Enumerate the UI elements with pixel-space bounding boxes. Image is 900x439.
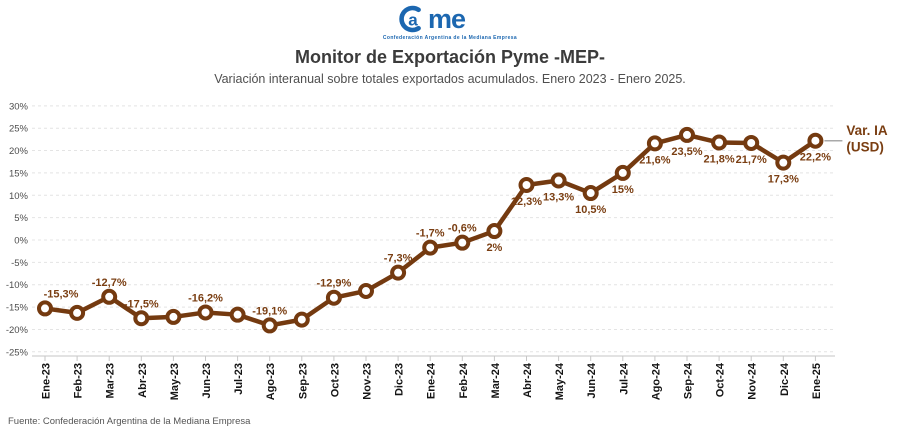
data-point xyxy=(229,306,246,323)
x-tick-label: Abr-24 xyxy=(522,362,534,398)
y-tick-label: -25% xyxy=(6,347,29,358)
data-point-label: -0,6% xyxy=(448,223,477,235)
data-point xyxy=(614,164,631,181)
x-tick-label: Feb-24 xyxy=(458,362,470,398)
y-tick-label: -10% xyxy=(6,280,29,291)
x-tick-label: Jun-24 xyxy=(586,362,598,398)
x-tick-label: May-24 xyxy=(554,362,566,400)
x-tick-label: Jul-24 xyxy=(618,362,630,395)
data-point xyxy=(775,154,792,171)
data-point xyxy=(518,176,535,193)
data-point-label: 15% xyxy=(612,184,634,196)
data-point xyxy=(711,134,728,151)
data-point-label: 2% xyxy=(486,242,502,254)
x-tick-label: Nov-24 xyxy=(747,362,759,400)
data-point-label: -16,2% xyxy=(188,292,223,304)
x-tick-label: Mar-24 xyxy=(490,362,502,398)
y-tick-label: 10% xyxy=(9,191,29,202)
data-point xyxy=(358,282,374,299)
data-point-label: -7,3% xyxy=(384,253,413,265)
data-point-label: 13,3% xyxy=(543,192,574,204)
x-tick-label: Ago-23 xyxy=(265,363,277,400)
x-tick-label: Dic-23 xyxy=(394,363,406,396)
data-point-label: -12,7% xyxy=(92,277,127,289)
series-legend-label: Var. IA xyxy=(846,123,888,138)
came-logo: a me Confederación Argentina de la Media… xyxy=(0,0,900,41)
source-note: Fuente: Confederación Argentina de la Me… xyxy=(8,416,251,427)
logo-caption: Confederación Argentina de la Mediana Em… xyxy=(382,35,518,41)
data-point xyxy=(101,288,118,305)
data-point-label: 22,2% xyxy=(800,152,831,164)
data-point-label: 21,6% xyxy=(639,154,670,166)
x-tick-label: Jun-23 xyxy=(201,363,213,398)
data-point xyxy=(550,172,567,189)
y-tick-label: -20% xyxy=(6,325,29,336)
y-tick-label: -15% xyxy=(6,303,29,314)
y-tick-label: 15% xyxy=(9,168,29,179)
data-point xyxy=(646,135,663,152)
data-point xyxy=(582,185,599,202)
x-tick-label: Ene-25 xyxy=(811,363,823,399)
data-point xyxy=(679,126,695,143)
x-tick-label: Jul-23 xyxy=(233,363,245,395)
data-point xyxy=(422,239,439,256)
data-point xyxy=(69,304,86,321)
x-tick-label: Oct-24 xyxy=(715,362,727,397)
logo-c-ring xyxy=(399,5,421,33)
data-point-label: 21,7% xyxy=(736,154,767,166)
x-tick-label: Abr-23 xyxy=(137,363,149,398)
data-point xyxy=(293,311,310,328)
x-tick-label: Ene-23 xyxy=(41,363,53,399)
data-point-label: -1,7% xyxy=(416,228,445,240)
data-point-label: 10,5% xyxy=(575,204,606,216)
chart-header: a me Confederación Argentina de la Media… xyxy=(0,0,900,86)
x-tick-label: Sep-24 xyxy=(683,362,695,399)
data-point-label: -12,9% xyxy=(316,278,351,290)
x-tick-label: Ene-24 xyxy=(426,362,438,399)
y-tick-label: 30% xyxy=(9,101,29,112)
page-title: Monitor de Exportación Pyme -MEP- xyxy=(294,47,606,67)
y-tick-label: 5% xyxy=(14,213,28,224)
x-tick-label: Mar-23 xyxy=(105,363,117,398)
x-tick-label: Oct-23 xyxy=(329,363,341,397)
y-tick-label: 20% xyxy=(9,146,29,157)
data-point xyxy=(807,132,824,149)
x-tick-label: Ago-24 xyxy=(650,362,662,400)
data-point-label: -15,3% xyxy=(44,288,79,300)
data-point-label: 21,8% xyxy=(703,154,734,166)
data-point-label: -17,5% xyxy=(124,298,159,310)
data-point xyxy=(261,317,278,334)
came-logo-mark: a me xyxy=(399,4,467,34)
logo-letters-me: me xyxy=(428,4,466,34)
x-tick-label: May-23 xyxy=(169,363,181,400)
data-point xyxy=(133,310,150,327)
data-point-label: 17,3% xyxy=(768,174,799,186)
x-tick-label: Nov-23 xyxy=(362,363,374,400)
data-point-label: 12,3% xyxy=(511,196,542,208)
data-point xyxy=(197,304,214,321)
data-point-label: 23,5% xyxy=(671,146,702,158)
x-tick-label: Dic-24 xyxy=(779,362,791,396)
data-point xyxy=(743,134,760,151)
data-point xyxy=(390,264,407,281)
data-point xyxy=(325,289,342,306)
y-tick-label: 0% xyxy=(14,236,28,247)
series-legend-label: (USD) xyxy=(846,140,884,155)
x-tick-label: Feb-23 xyxy=(73,363,85,398)
data-point xyxy=(486,223,503,240)
y-tick-label: 25% xyxy=(9,124,29,135)
data-point xyxy=(454,234,471,251)
data-point xyxy=(37,300,53,317)
y-tick-label: -5% xyxy=(11,258,28,269)
data-point-label: -19,1% xyxy=(252,305,287,317)
x-tick-label: Sep-23 xyxy=(297,363,309,399)
data-point xyxy=(165,308,182,325)
logo-letter-a: a xyxy=(408,11,418,30)
page-subtitle: Variación interanual sobre totales expor… xyxy=(214,72,686,86)
